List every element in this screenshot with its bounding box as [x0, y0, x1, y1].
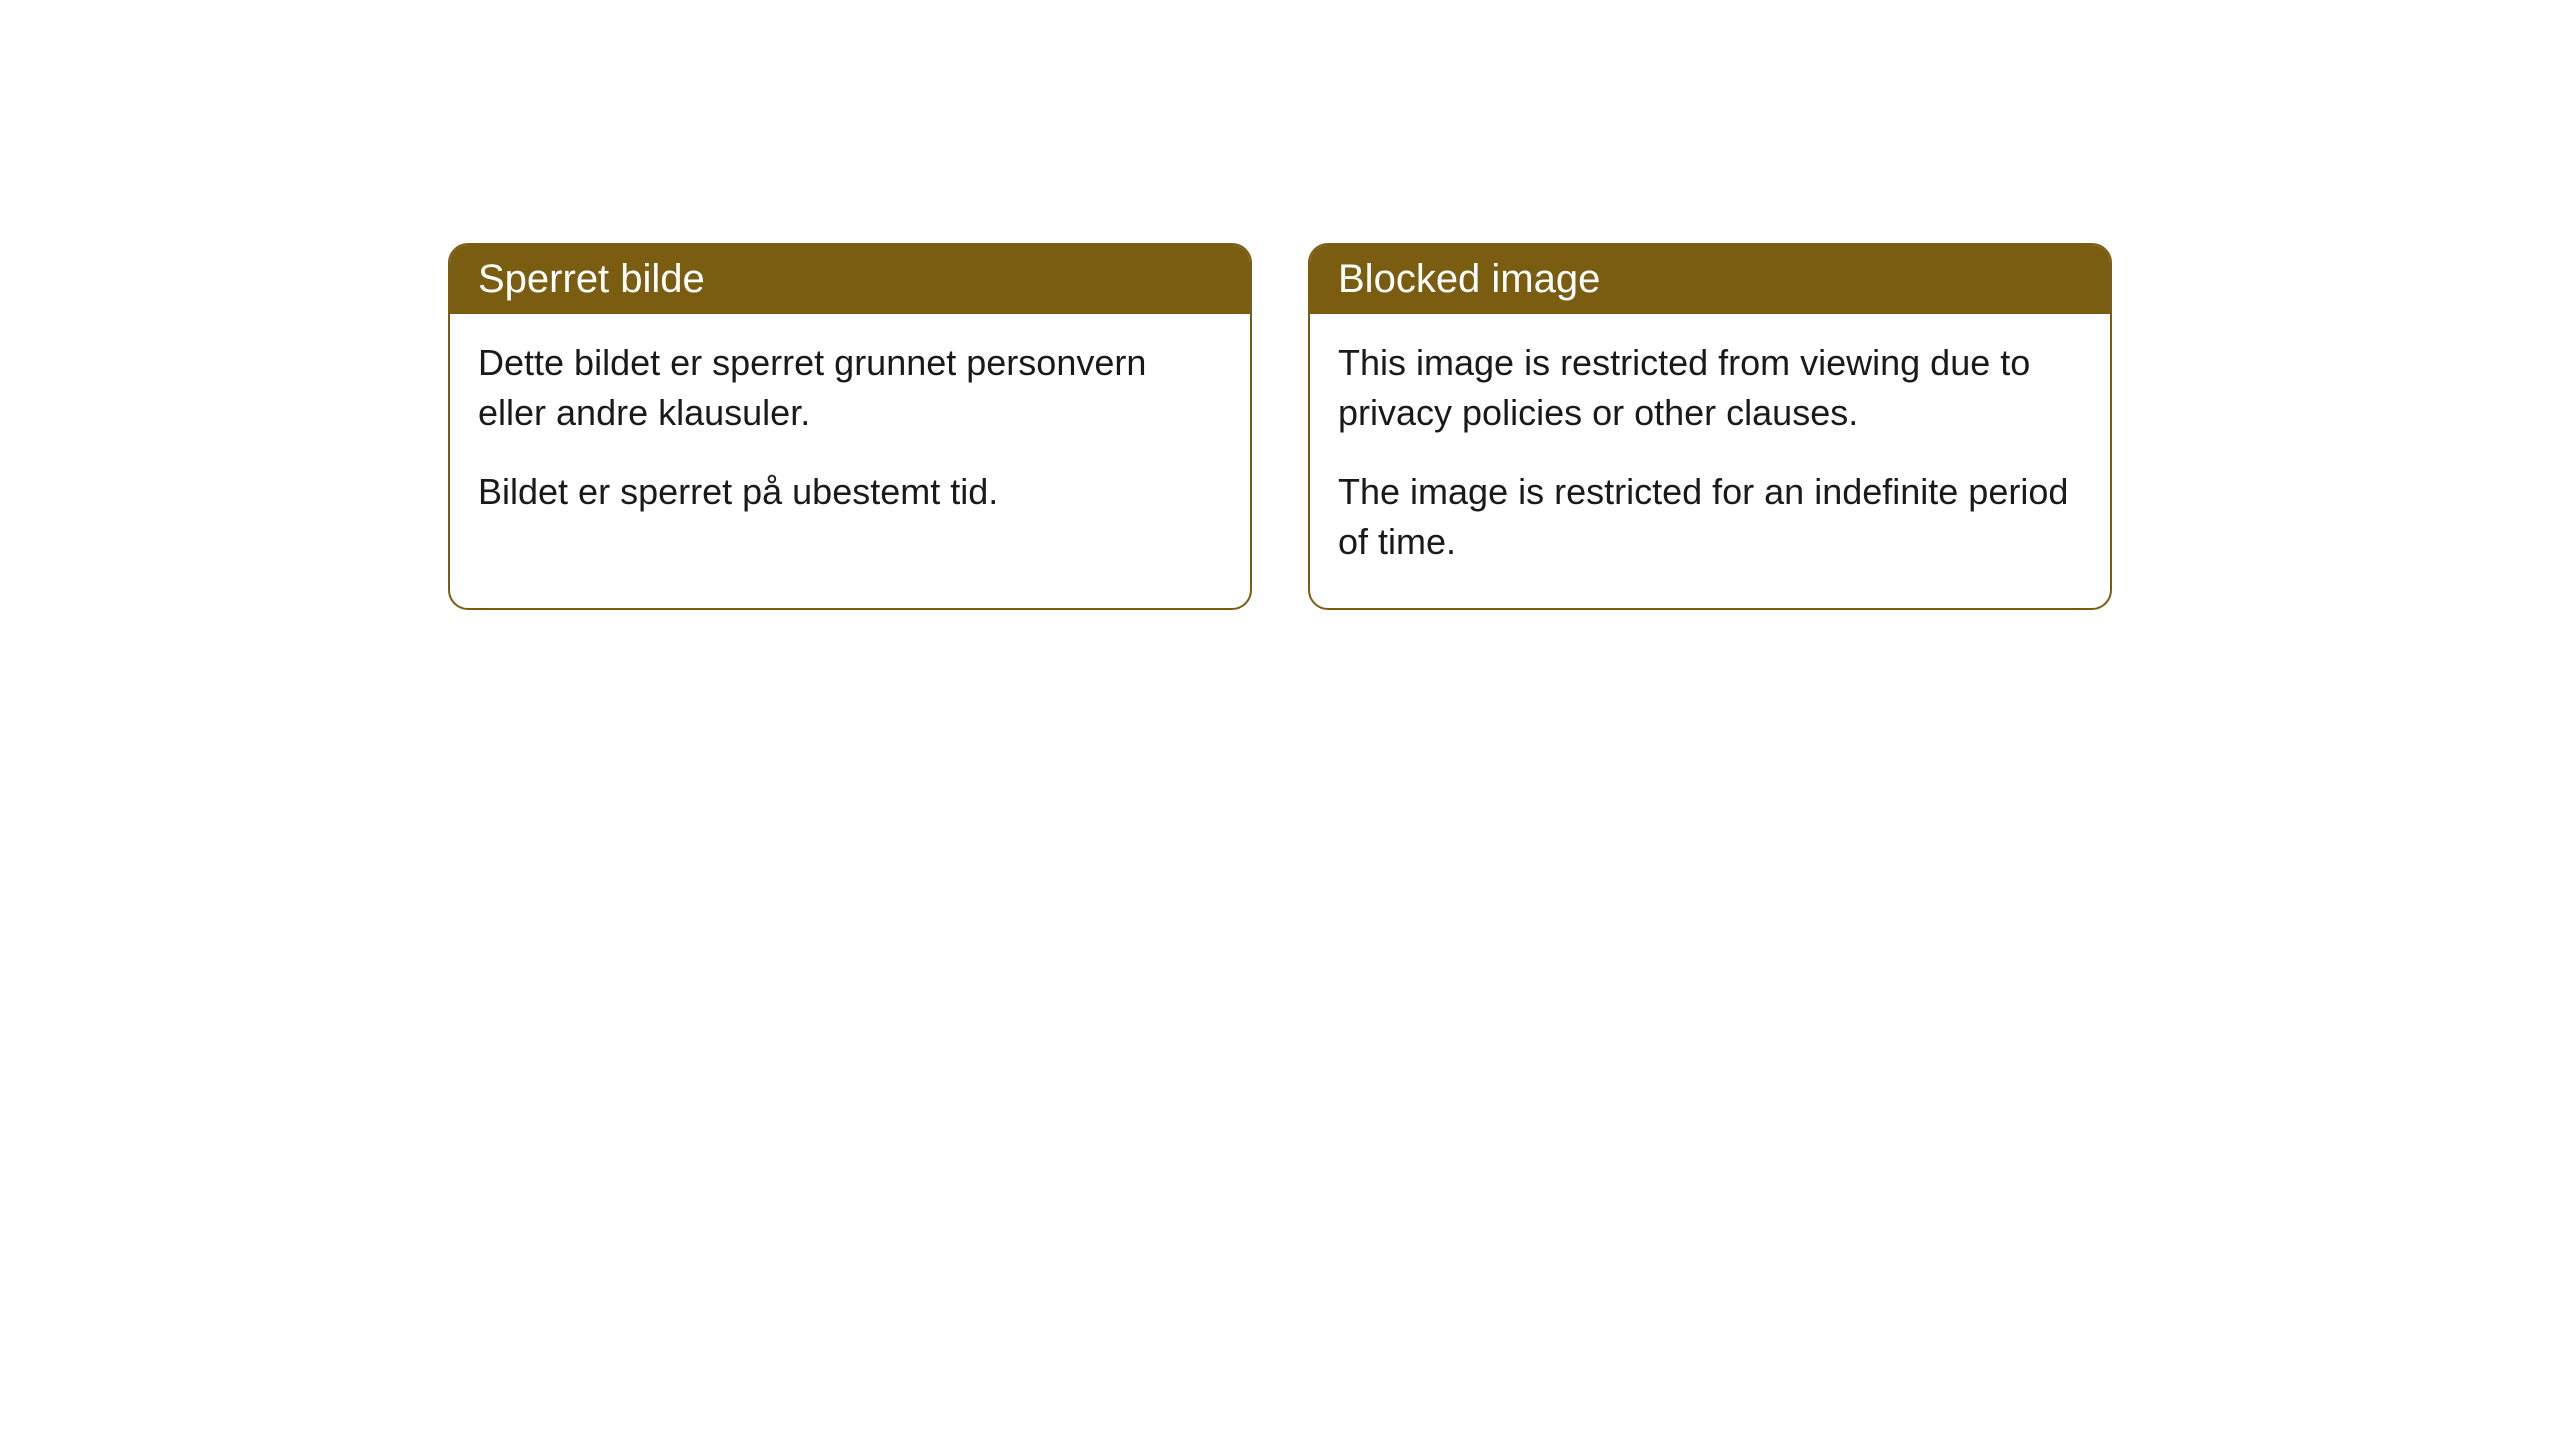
card-header: Sperret bilde: [450, 245, 1250, 314]
card-paragraph-2: Bildet er sperret på ubestemt tid.: [478, 467, 1222, 517]
card-body: Dette bildet er sperret grunnet personve…: [450, 314, 1250, 557]
card-paragraph-2: The image is restricted for an indefinit…: [1338, 467, 2082, 568]
card-paragraph-1: This image is restricted from viewing du…: [1338, 338, 2082, 439]
blocked-image-card-english: Blocked image This image is restricted f…: [1308, 243, 2112, 610]
card-paragraph-1: Dette bildet er sperret grunnet personve…: [478, 338, 1222, 439]
card-body: This image is restricted from viewing du…: [1310, 314, 2110, 608]
card-title: Blocked image: [1338, 257, 1600, 301]
notice-cards-container: Sperret bilde Dette bildet er sperret gr…: [448, 243, 2112, 610]
card-header: Blocked image: [1310, 245, 2110, 314]
blocked-image-card-norwegian: Sperret bilde Dette bildet er sperret gr…: [448, 243, 1252, 610]
card-title: Sperret bilde: [478, 257, 705, 301]
